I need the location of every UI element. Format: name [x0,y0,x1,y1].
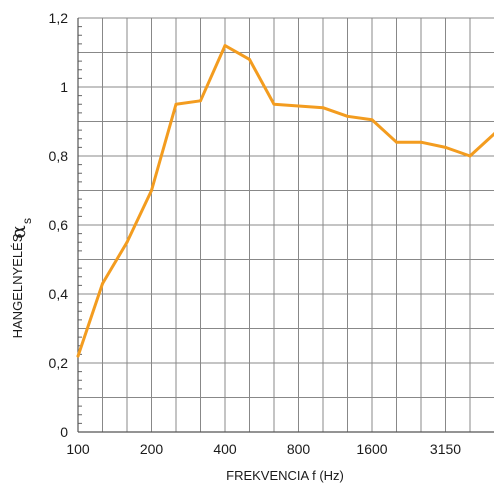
x-tick-label: 200 [140,441,164,457]
x-tick-label: 1600 [356,441,387,457]
data-point [370,118,374,122]
series-group [76,44,494,358]
data-point [419,140,423,144]
y-tick-label: 0,8 [49,148,69,164]
data-point [76,354,80,358]
data-point [444,145,447,149]
y-tick-label: 0,4 [49,286,69,302]
data-point [199,99,202,103]
data-point [248,58,251,61]
y-tick-label: 0 [60,424,68,440]
data-point [174,102,178,106]
data-point [223,44,227,47]
y-tick-label: 1,2 [49,10,69,26]
y-tick-label: 0,6 [49,217,69,233]
data-point [101,282,104,286]
x-tick-label: 3150 [430,441,461,457]
y-tick-label: 0,2 [49,355,69,371]
grid [78,17,494,432]
y-tick-label: 1 [60,79,68,95]
alpha-symbol: α [6,225,30,239]
x-tick-label: 800 [287,441,311,457]
y-tick-labels: 0 0,2 0,4 0,6 0,8 1 1,2 [49,10,69,440]
y-axis-title: HANGELNYELÉS [10,233,25,338]
data-point [272,102,276,106]
data-point [395,140,398,144]
x-tick-labels: 100 200 400 800 1600 3150 [66,441,461,457]
x-tick-label: 100 [66,441,90,457]
data-point [468,154,472,158]
data-point [346,114,349,118]
y-axis-symbol: α s [6,218,34,239]
alpha-subscript: s [20,218,34,224]
absorption-series-line [76,44,494,358]
axes [77,18,494,433]
data-point [150,189,153,192]
data-point [297,104,300,108]
data-point [125,240,129,244]
data-point [321,106,325,110]
x-axis-title: FREKVENCIA f (Hz) [226,468,344,483]
x-tick-label: 400 [213,441,237,457]
minor-ticks [78,26,82,424]
